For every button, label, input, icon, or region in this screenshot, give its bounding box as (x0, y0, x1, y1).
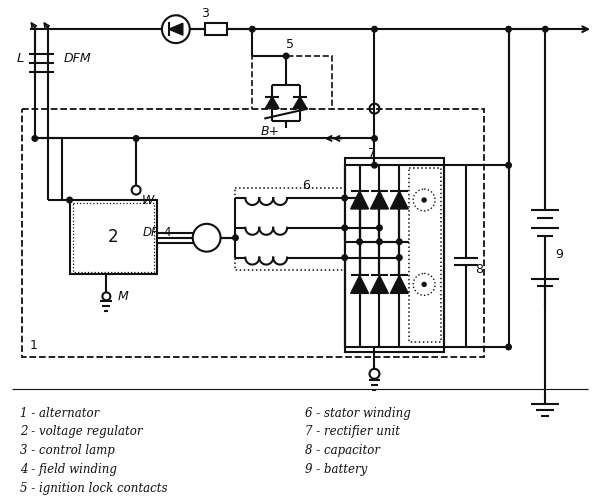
Polygon shape (391, 191, 408, 209)
Text: 7 - rectifier unit: 7 - rectifier unit (305, 426, 400, 438)
Text: 9 - battery: 9 - battery (305, 463, 367, 476)
Circle shape (377, 239, 382, 244)
Text: 6: 6 (302, 178, 310, 192)
Text: 1 - alternator: 1 - alternator (20, 406, 99, 420)
Text: 7: 7 (368, 147, 376, 160)
Circle shape (506, 26, 511, 32)
Circle shape (342, 195, 347, 201)
Polygon shape (350, 191, 368, 209)
Polygon shape (371, 191, 388, 209)
Bar (70, 200, 157, 274)
Circle shape (342, 255, 347, 260)
Circle shape (506, 344, 511, 350)
Text: 3 - control lamp: 3 - control lamp (20, 444, 115, 458)
Circle shape (67, 197, 73, 203)
Circle shape (397, 255, 402, 260)
Polygon shape (391, 276, 408, 293)
Text: 9: 9 (555, 248, 563, 261)
Polygon shape (293, 96, 307, 108)
Circle shape (542, 26, 548, 32)
Circle shape (397, 239, 402, 244)
Text: DFM: DFM (64, 52, 91, 66)
Polygon shape (169, 24, 183, 35)
Text: 8 - capacitor: 8 - capacitor (305, 444, 380, 458)
Circle shape (357, 195, 362, 201)
Circle shape (372, 162, 377, 168)
Circle shape (283, 53, 289, 59)
Circle shape (422, 282, 426, 286)
Circle shape (372, 26, 377, 32)
Text: 4: 4 (163, 226, 170, 239)
Text: 5 - ignition lock contacts: 5 - ignition lock contacts (20, 482, 167, 495)
Circle shape (422, 198, 426, 202)
Bar (22, 108, 484, 357)
Circle shape (506, 162, 511, 168)
Text: L: L (16, 52, 23, 66)
Text: 1: 1 (30, 339, 38, 352)
Bar (235, 188, 355, 270)
Circle shape (357, 239, 362, 244)
Text: M: M (117, 290, 128, 303)
Circle shape (193, 224, 221, 252)
Bar (205, 23, 227, 35)
Text: 3: 3 (200, 7, 209, 20)
Circle shape (133, 136, 139, 141)
Bar (73, 203, 154, 272)
Circle shape (342, 225, 347, 230)
Polygon shape (371, 276, 388, 293)
Polygon shape (265, 96, 279, 108)
Text: 5: 5 (286, 38, 294, 51)
Text: 2 - voltage regulator: 2 - voltage regulator (20, 426, 142, 438)
Circle shape (162, 16, 190, 43)
Text: 6 - stator winding: 6 - stator winding (305, 406, 411, 420)
Circle shape (357, 195, 362, 201)
Text: DF: DF (142, 226, 158, 239)
Text: 8: 8 (475, 263, 483, 276)
Bar (344, 158, 444, 352)
Text: B+: B+ (261, 125, 280, 138)
Text: 4 - field winding: 4 - field winding (20, 463, 117, 476)
Polygon shape (350, 276, 368, 293)
Bar (253, 56, 332, 128)
Circle shape (377, 225, 382, 230)
Circle shape (233, 235, 238, 240)
Circle shape (372, 136, 377, 141)
Bar (409, 168, 441, 342)
Circle shape (32, 136, 38, 141)
Text: W: W (142, 194, 154, 207)
Text: 2: 2 (108, 228, 119, 246)
Circle shape (250, 26, 255, 32)
